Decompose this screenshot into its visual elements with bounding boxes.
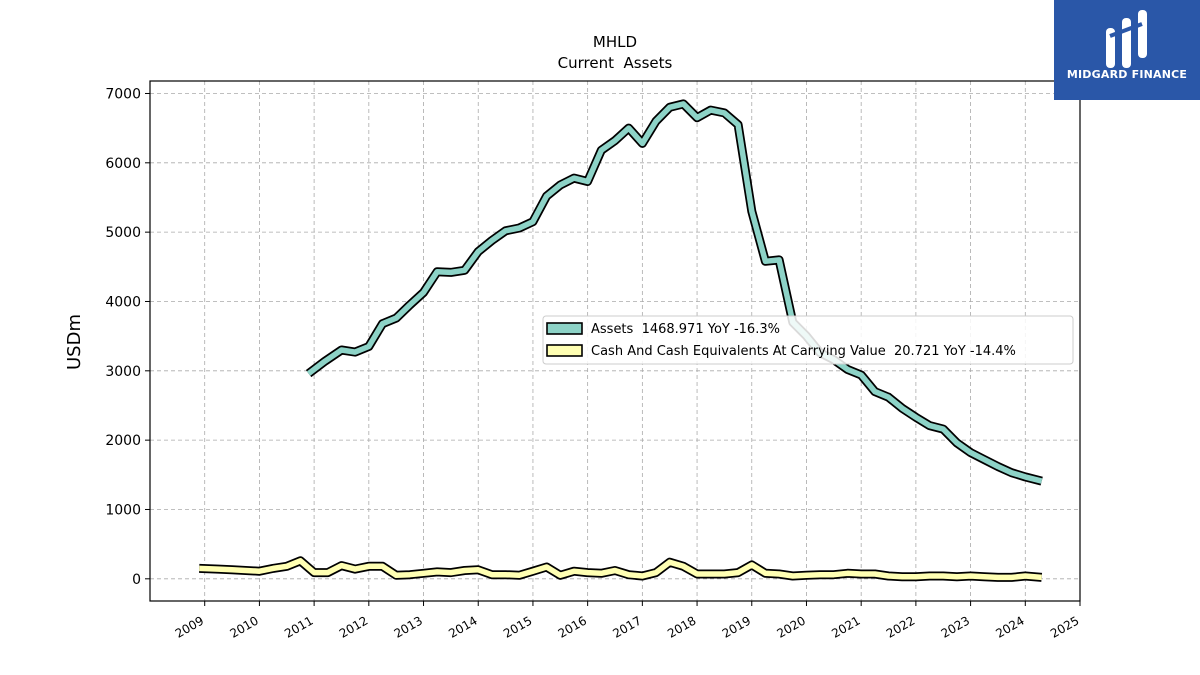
y-tick-label: 3000 [105, 364, 141, 380]
x-tick-label: 2009 [173, 613, 206, 640]
y-tick-label: 1000 [105, 502, 141, 518]
x-tick-label: 2017 [610, 613, 643, 640]
y-tick-label: 5000 [105, 225, 141, 241]
x-tick-label: 2022 [884, 613, 917, 640]
chart-subtitle: Current Assets [558, 54, 673, 72]
x-tick-label: 2011 [282, 613, 315, 640]
series-line-cash [199, 558, 1042, 581]
x-tick-label: 2024 [993, 613, 1026, 640]
y-tick-label: 6000 [105, 156, 141, 172]
legend-box [542, 315, 1074, 365]
plot-frame [149, 80, 1081, 602]
x-tick-label: 2018 [665, 613, 698, 640]
legend: Assets 1468.971 YoY -16.3% Cash And Cash… [542, 315, 1074, 365]
series-line-assets [306, 101, 1043, 484]
x-tick-label: 2020 [775, 613, 808, 640]
legend-label-assets: Assets 1468.971 YoY -16.3% [591, 322, 780, 337]
x-tick-label: 2013 [392, 613, 425, 640]
series-group [199, 99, 1043, 582]
legend-swatch-assets [546, 322, 583, 335]
legend-swatch-cash [546, 344, 583, 357]
y-tick-label: 0 [132, 572, 141, 588]
y-tick-label: 7000 [105, 86, 141, 102]
brand-logo: MIDGARD FINANCE [1054, 0, 1200, 100]
x-tick-label: 2023 [939, 613, 972, 640]
x-tick-label: 2021 [829, 613, 862, 640]
y-axis: 0 1000 2000 3000 4000 5000 6000 7000 [105, 86, 150, 588]
midgard-logo-icon [1106, 10, 1147, 68]
chart-title: MHLD [593, 33, 637, 51]
y-tick-label: 2000 [105, 433, 141, 449]
y-axis-label: USDm [64, 314, 85, 370]
x-tick-label: 2016 [556, 613, 589, 640]
x-tick-label: 2025 [1048, 613, 1081, 640]
x-tick-label: 2015 [501, 613, 534, 640]
x-tick-label: 2014 [446, 613, 479, 640]
x-tick-label: 2012 [337, 613, 370, 640]
legend-label-cash: Cash And Cash Equivalents At Carrying Va… [591, 344, 1016, 359]
x-tick-label: 2010 [227, 613, 260, 640]
brand-name: MIDGARD FINANCE [1066, 68, 1188, 81]
y-tick-label: 4000 [105, 294, 141, 310]
x-axis: 2009 2010 2011 2012 2013 2014 2015 2016 2017 2018… [173, 601, 1082, 641]
x-tick-label: 2019 [720, 613, 753, 640]
